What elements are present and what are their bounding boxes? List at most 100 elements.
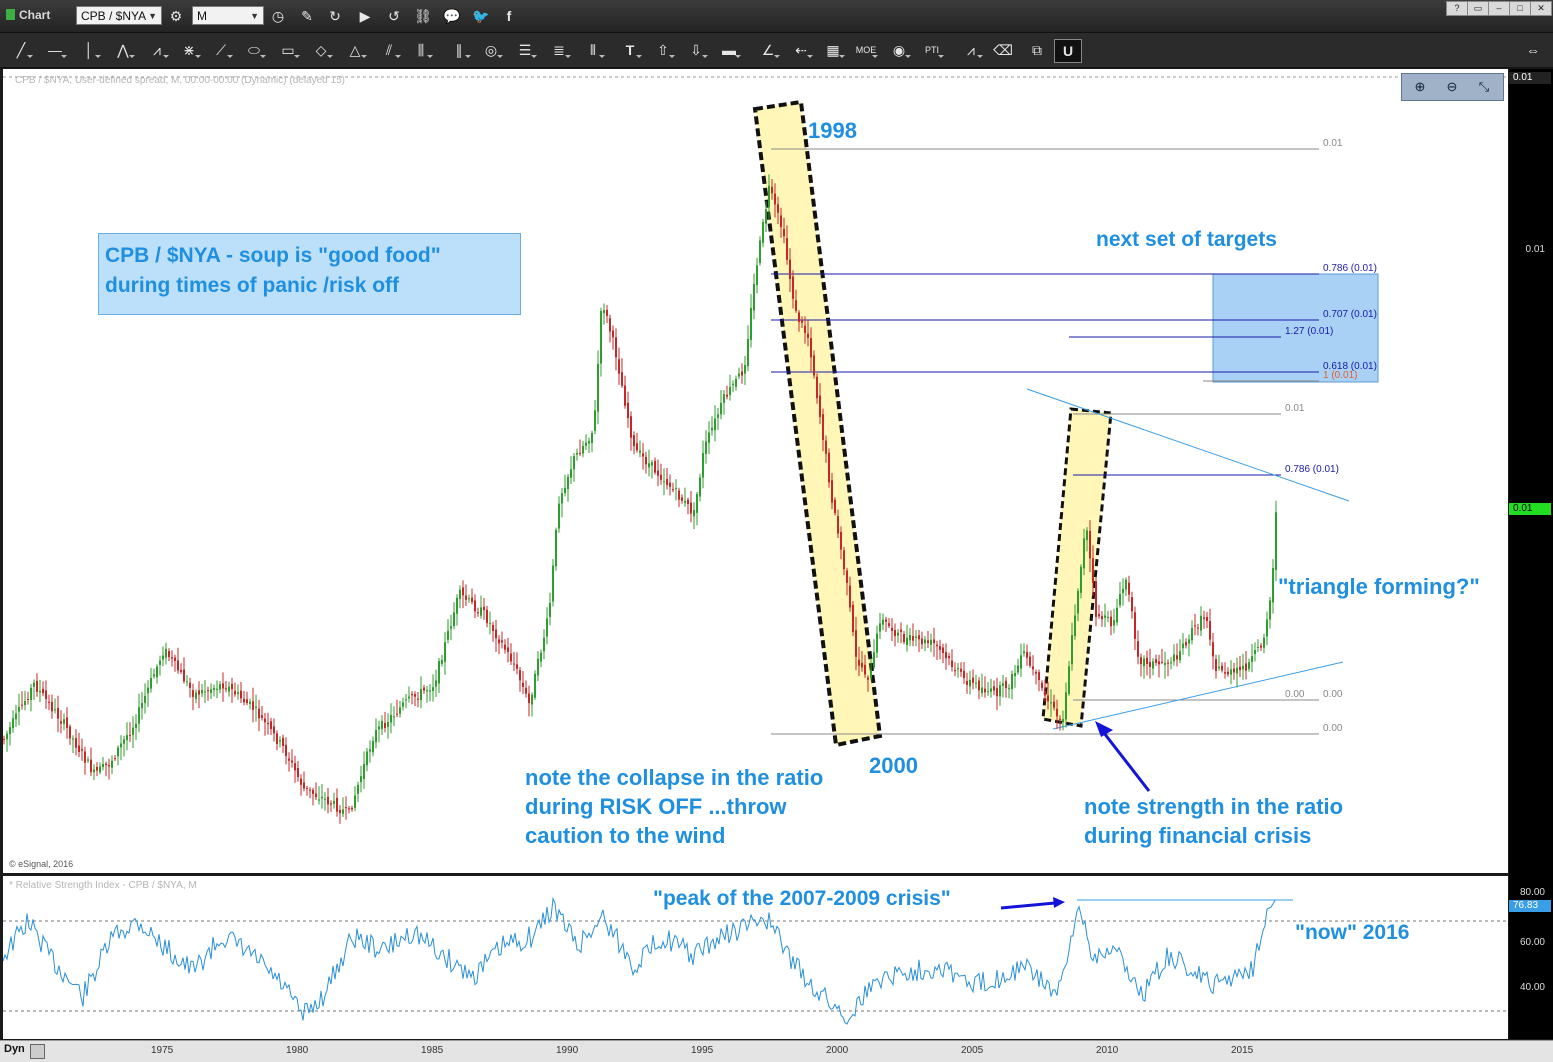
angle-tool-icon[interactable]: ∠ xyxy=(755,39,781,61)
highlight-1998-2000[interactable] xyxy=(752,99,883,748)
candle-body xyxy=(261,715,263,718)
grid-tool-icon[interactable]: ▦ xyxy=(820,39,846,61)
candle-body xyxy=(1122,588,1124,594)
candle-body xyxy=(249,701,251,704)
facebook-icon[interactable]: f xyxy=(506,8,512,24)
twitter-icon[interactable]: 🐦 xyxy=(472,8,490,24)
scale-lock-icon[interactable] xyxy=(30,1044,45,1059)
parallelogram-tool-icon[interactable]: ◇ xyxy=(308,39,334,61)
interval-select[interactable]: M ▼ xyxy=(192,6,264,25)
candle-body xyxy=(1098,614,1100,617)
candle-body xyxy=(1170,662,1172,664)
trendline-tool-icon[interactable]: ╱ xyxy=(8,39,34,61)
text-tool-icon[interactable]: T xyxy=(617,39,643,61)
candle-body xyxy=(807,333,809,338)
eraser-icon[interactable]: ⌫ xyxy=(993,42,1013,58)
candle-body xyxy=(756,265,758,286)
pitchfork-tool-icon[interactable]: ⩘ xyxy=(144,39,170,61)
elliott-wave-tool-icon[interactable]: ⋀ xyxy=(110,39,136,61)
triangle-tool-icon[interactable]: △ xyxy=(342,39,368,61)
arrow-down-tool-icon[interactable]: ⇩ xyxy=(683,39,709,61)
minimize-icon[interactable]: – xyxy=(1488,1,1510,16)
zigzag-tool-icon[interactable]: ⩘ xyxy=(958,39,984,61)
target-box[interactable] xyxy=(1212,273,1379,383)
candle-body xyxy=(1224,672,1226,674)
candle-body xyxy=(408,696,410,699)
candle-body xyxy=(309,789,311,791)
triangle-upper-line[interactable] xyxy=(1026,388,1350,502)
symbol-input[interactable]: CPB / $NYA ▼ xyxy=(76,6,162,25)
ellipse-tool-icon[interactable]: ⬭ xyxy=(241,39,267,61)
highlight-2008-crisis[interactable] xyxy=(1041,407,1113,728)
chevron-down-icon[interactable]: ▼ xyxy=(148,11,157,21)
refresh-icon[interactable]: ↻ xyxy=(329,8,341,24)
price-axis[interactable]: 0.01 0.01 0.01 80.00 76.83 60.00 40.00 xyxy=(1509,69,1553,1039)
candle-body xyxy=(1017,665,1019,673)
candle-body xyxy=(627,402,629,419)
candle-body xyxy=(1032,666,1034,670)
fib-circle-tool-icon[interactable]: ◎ xyxy=(478,39,504,61)
link-icon[interactable]: ⛓ xyxy=(414,8,432,24)
fib-time-tool-icon[interactable]: ⦀ xyxy=(580,39,606,61)
layers-icon[interactable]: ⧉ xyxy=(1032,42,1042,58)
candle-body xyxy=(639,450,641,453)
play-icon[interactable]: ▶ xyxy=(359,8,371,24)
candle-body xyxy=(609,318,611,332)
magnet-icon[interactable]: U xyxy=(1054,39,1082,63)
channel-tool-icon[interactable]: ⫽ xyxy=(376,39,402,61)
parallel-lines-tool-icon[interactable]: ∥ xyxy=(446,39,472,61)
cycle-lines-tool-icon[interactable]: ⫼ xyxy=(408,39,434,61)
candle-body xyxy=(870,669,872,678)
candle-body xyxy=(591,433,593,443)
candle-body xyxy=(1029,656,1031,666)
zoom-reset-icon[interactable]: ⤡ xyxy=(1478,79,1490,94)
price-chart-pane[interactable]: 0.01 0.786 (0.01) 0.707 (0.01) 1.27 (0.0… xyxy=(3,69,1508,873)
chevron-down-icon[interactable]: ▼ xyxy=(250,11,259,21)
candle-body xyxy=(342,809,344,814)
maximize-icon[interactable]: □ xyxy=(1509,1,1531,16)
rectangle-tool-icon[interactable]: ▭ xyxy=(275,39,301,61)
candle-body xyxy=(60,721,62,724)
eye-tool-icon[interactable]: ◉ xyxy=(886,39,912,61)
app-title: Chart xyxy=(6,8,50,22)
ray-tool-icon[interactable]: ⇠ xyxy=(788,39,814,61)
replay-icon[interactable]: ↺ xyxy=(388,8,400,24)
candle-body xyxy=(138,707,140,724)
candle-body xyxy=(1254,650,1256,655)
moe-tool-icon[interactable]: MOE xyxy=(853,39,879,61)
zoom-out-icon[interactable]: ⊖ xyxy=(1446,79,1458,94)
pencil-icon[interactable]: ✎ xyxy=(301,8,313,24)
candle-body xyxy=(1089,530,1091,559)
symbol-settings-icon[interactable]: ⚙ xyxy=(169,8,183,24)
close-icon[interactable]: ✕ xyxy=(1530,1,1552,16)
year-label: 2015 xyxy=(1231,1045,1254,1056)
candle-body xyxy=(12,718,14,729)
restore-icon[interactable]: ▭ xyxy=(1467,1,1489,16)
rsi-pane[interactable]: * Relative Strength Index - CPB / $NYA, … xyxy=(3,876,1508,1039)
arrow-up-tool-icon[interactable]: ⇧ xyxy=(650,39,676,61)
zoom-in-icon[interactable]: ⊕ xyxy=(1414,79,1426,94)
speed-lines-tool-icon[interactable]: ⟋ xyxy=(208,39,234,61)
vertical-line-tool-icon[interactable]: │ xyxy=(76,39,102,61)
triangle-lower-line[interactable] xyxy=(1052,661,1344,730)
clock-icon[interactable]: ◷ xyxy=(271,8,285,24)
gann-fan-tool-icon[interactable]: ⋇ xyxy=(176,39,202,61)
chat-icon[interactable]: 💬 xyxy=(443,8,461,24)
help-icon[interactable]: ? xyxy=(1446,1,1468,16)
horizontal-line-tool-icon[interactable]: — xyxy=(42,39,68,61)
fill-tool-icon[interactable]: ▬ xyxy=(716,39,742,61)
candle-body xyxy=(207,690,209,692)
candle-body xyxy=(1212,642,1214,657)
candle-body xyxy=(444,642,446,662)
time-axis[interactable]: Dyn 1975 1980 1985 1990 1995 2000 2005 2… xyxy=(0,1040,1553,1062)
next-targets-label: next set of targets xyxy=(1096,228,1277,251)
fib-extension-tool-icon[interactable]: ≣ xyxy=(546,39,572,61)
fib-retracement-tool-icon[interactable]: ☰ xyxy=(512,39,538,61)
panel-toggle-icon[interactable]: ⇔ xyxy=(1526,42,1540,58)
pti-tool-icon[interactable]: PTI xyxy=(919,39,945,61)
candle-body xyxy=(1173,654,1175,662)
fib-label-top1: 0.01 xyxy=(1323,138,1343,149)
candle-body xyxy=(717,414,719,418)
title-note-box[interactable]: CPB / $NYA - soup is "good food" during … xyxy=(98,233,521,315)
candle-body xyxy=(780,215,782,228)
